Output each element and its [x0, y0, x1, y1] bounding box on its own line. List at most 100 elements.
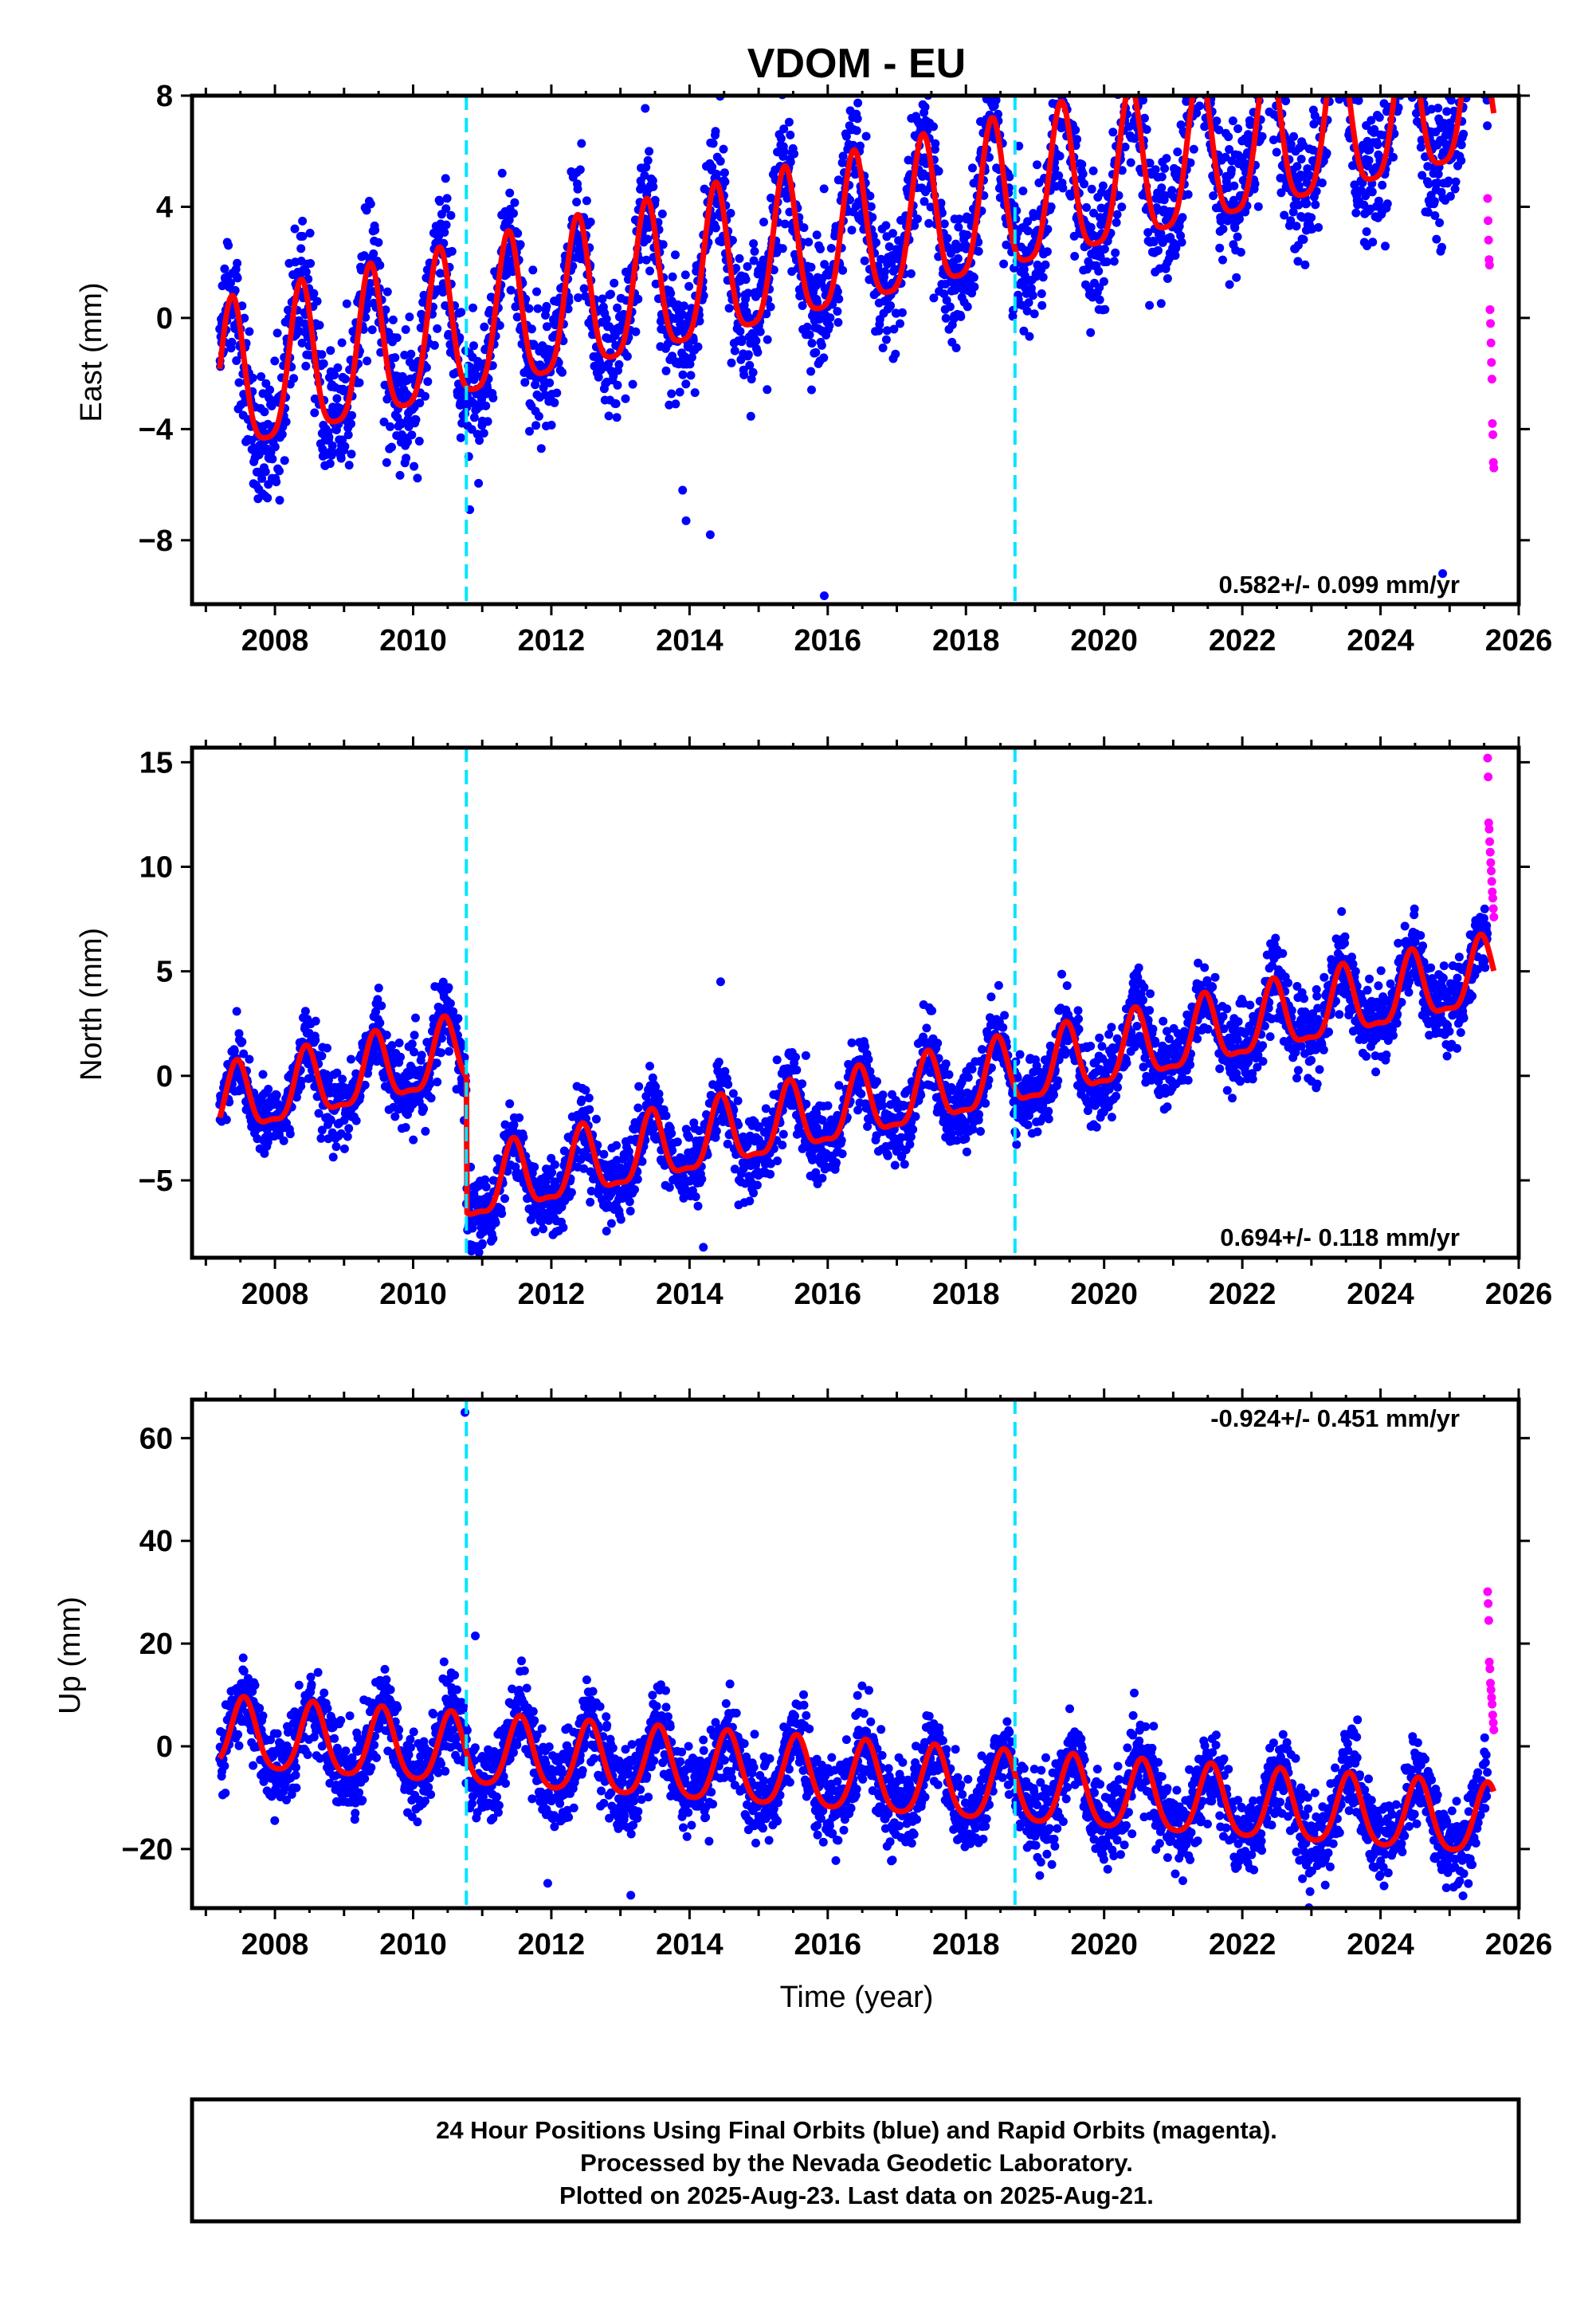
- east-data-point: [941, 313, 951, 323]
- east-data-point: [1270, 54, 1279, 63]
- east-data-point: [1269, 61, 1277, 70]
- east-data-point: [1480, 29, 1488, 38]
- east-data-point: [1156, 299, 1166, 308]
- east-data-point: [1228, 116, 1237, 126]
- east-data-point: [941, 280, 951, 289]
- east-data-point: [711, 127, 720, 136]
- east-data-point: [415, 399, 425, 408]
- east-data-point: [1028, 291, 1037, 300]
- east-data-point: [1479, 0, 1488, 2]
- east-data-point: [970, 282, 979, 292]
- east-data-point: [1086, 222, 1096, 232]
- east-data-point: [218, 281, 227, 291]
- east-data-point: [1190, 69, 1199, 78]
- north-data-point: [279, 1136, 288, 1145]
- east-data-point: [1393, 45, 1402, 54]
- east-data-point: [586, 218, 595, 226]
- east-data-point: [1160, 163, 1170, 173]
- east-data-point: [390, 353, 400, 363]
- east-data-point: [1173, 147, 1182, 157]
- east-data-point: [1349, 39, 1358, 48]
- east-data-point: [695, 316, 704, 326]
- east-data-point: [745, 314, 755, 323]
- east-data-point: [1157, 183, 1167, 193]
- east-data-point: [986, 56, 994, 65]
- east-data-point: [838, 265, 848, 275]
- east-data-point: [1402, 6, 1410, 14]
- east-data-point: [747, 375, 756, 384]
- east-data-point: [1390, 80, 1399, 88]
- east-data-point: [1111, 248, 1120, 257]
- east-data-point: [363, 356, 372, 366]
- east-data-point: [337, 338, 347, 348]
- north-data-point: [411, 1013, 420, 1023]
- east-data-point: [1100, 304, 1110, 314]
- east-data-point: [1403, 30, 1412, 39]
- east-data-point: [882, 326, 892, 336]
- east-data-point: [1114, 190, 1123, 200]
- east-data-point: [739, 370, 749, 379]
- east-data-point: [951, 344, 961, 352]
- east-data-point: [1077, 159, 1087, 169]
- east-rapid-point: [1484, 261, 1494, 270]
- east-x-tick-label: 2020: [1070, 624, 1138, 658]
- north-data-point: [586, 1197, 595, 1207]
- east-data-point: [825, 321, 834, 331]
- north-data-point: [723, 1080, 733, 1089]
- east-data-point: [575, 165, 585, 175]
- east-data-point: [1339, 49, 1348, 58]
- east-data-point: [1464, 58, 1472, 67]
- north-data-point: [497, 1209, 507, 1219]
- east-data-point: [1054, 46, 1063, 55]
- east-data-point: [1333, 3, 1342, 12]
- east-data-point: [547, 420, 556, 430]
- east-data-point: [1080, 179, 1089, 189]
- east-data-point: [1391, 46, 1400, 55]
- east-data-point: [1460, 29, 1469, 38]
- east-data-point: [719, 144, 728, 154]
- east-data-point: [1037, 300, 1047, 310]
- east-data-point: [1138, 83, 1147, 92]
- east-data-point: [381, 305, 390, 315]
- north-data-point: [728, 1089, 738, 1098]
- east-data-point: [853, 98, 863, 108]
- east-data-point: [1437, 242, 1446, 252]
- east-data-point: [1429, 197, 1439, 206]
- east-data-point: [945, 302, 955, 312]
- east-data-point: [746, 411, 755, 421]
- east-data-point: [1086, 328, 1096, 337]
- north-data-point: [264, 1085, 273, 1094]
- east-data-point: [388, 315, 398, 324]
- east-data-point: [1323, 65, 1332, 74]
- east-data-point: [681, 379, 691, 389]
- east-data-point: [987, 73, 996, 82]
- north-data-point: [338, 1074, 347, 1084]
- north-data-point: [634, 1082, 644, 1091]
- east-data-point: [281, 417, 291, 426]
- east-data-point: [1397, 14, 1406, 22]
- east-data-point: [1392, 28, 1401, 37]
- north-data-point: [401, 1123, 410, 1132]
- east-data-point: [1171, 251, 1180, 260]
- east-data-point: [1261, 61, 1270, 69]
- east-data-point: [929, 293, 939, 303]
- east-data-point: [685, 359, 695, 369]
- east-data-point: [1253, 202, 1263, 211]
- east-data-point: [762, 309, 771, 319]
- east-data-point: [442, 194, 452, 203]
- east-data-point: [1480, 49, 1489, 57]
- east-data-point: [1339, 56, 1347, 65]
- east-data-point: [1190, 39, 1198, 48]
- east-data-point: [956, 312, 966, 321]
- east-data-point: [401, 325, 410, 334]
- east-data-point: [750, 246, 759, 256]
- east-data-point: [1265, 33, 1273, 42]
- north-data-point: [339, 1144, 349, 1153]
- east-data-point: [737, 335, 747, 344]
- east-data-point: [1221, 152, 1230, 162]
- east-data-point: [1480, 32, 1489, 41]
- east-data-point: [920, 197, 929, 206]
- east-data-point: [1464, 45, 1472, 54]
- east-outlier-point: [678, 485, 688, 495]
- north-data-point: [491, 1218, 500, 1227]
